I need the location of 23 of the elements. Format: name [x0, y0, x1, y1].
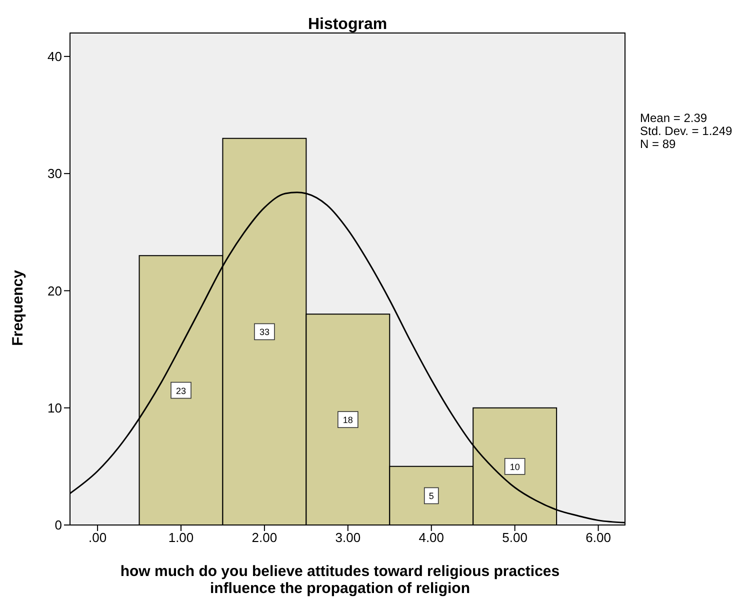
- x-tick-label: 4.00: [418, 530, 444, 546]
- x-tick-label: 1.00: [168, 530, 194, 546]
- y-tick-label: 0: [54, 518, 62, 533]
- y-axis-title: Frequency: [10, 270, 26, 346]
- x-tick-label: 2.00: [252, 530, 278, 546]
- y-tick-label: 30: [48, 166, 62, 182]
- chart-title: Histogram: [306, 16, 388, 34]
- y-tick-label: 10: [48, 400, 62, 416]
- text: Mean = 2.39: [640, 111, 708, 125]
- text: N = 89: [640, 137, 677, 151]
- x-tick-label: .00: [88, 530, 107, 546]
- data-label: 10: [510, 462, 520, 472]
- data-label: 23: [176, 386, 186, 396]
- x-tick-label: 5.00: [502, 530, 528, 546]
- data-label: 33: [259, 327, 270, 338]
- x-axis-title: how much do you believe attitudes toward religious practices influence the propagation of religion: [119, 563, 561, 597]
- y-tick-label: 20: [48, 283, 62, 298]
- text: Std. Dev. = 1.249: [640, 124, 732, 138]
- data-label: 18: [342, 415, 353, 426]
- y-tick-label: 40: [48, 49, 62, 64]
- x-tick-label: 6.00: [586, 530, 611, 546]
- x-tick-label: 3.00: [335, 530, 361, 546]
- data-label: 5: [428, 491, 434, 502]
